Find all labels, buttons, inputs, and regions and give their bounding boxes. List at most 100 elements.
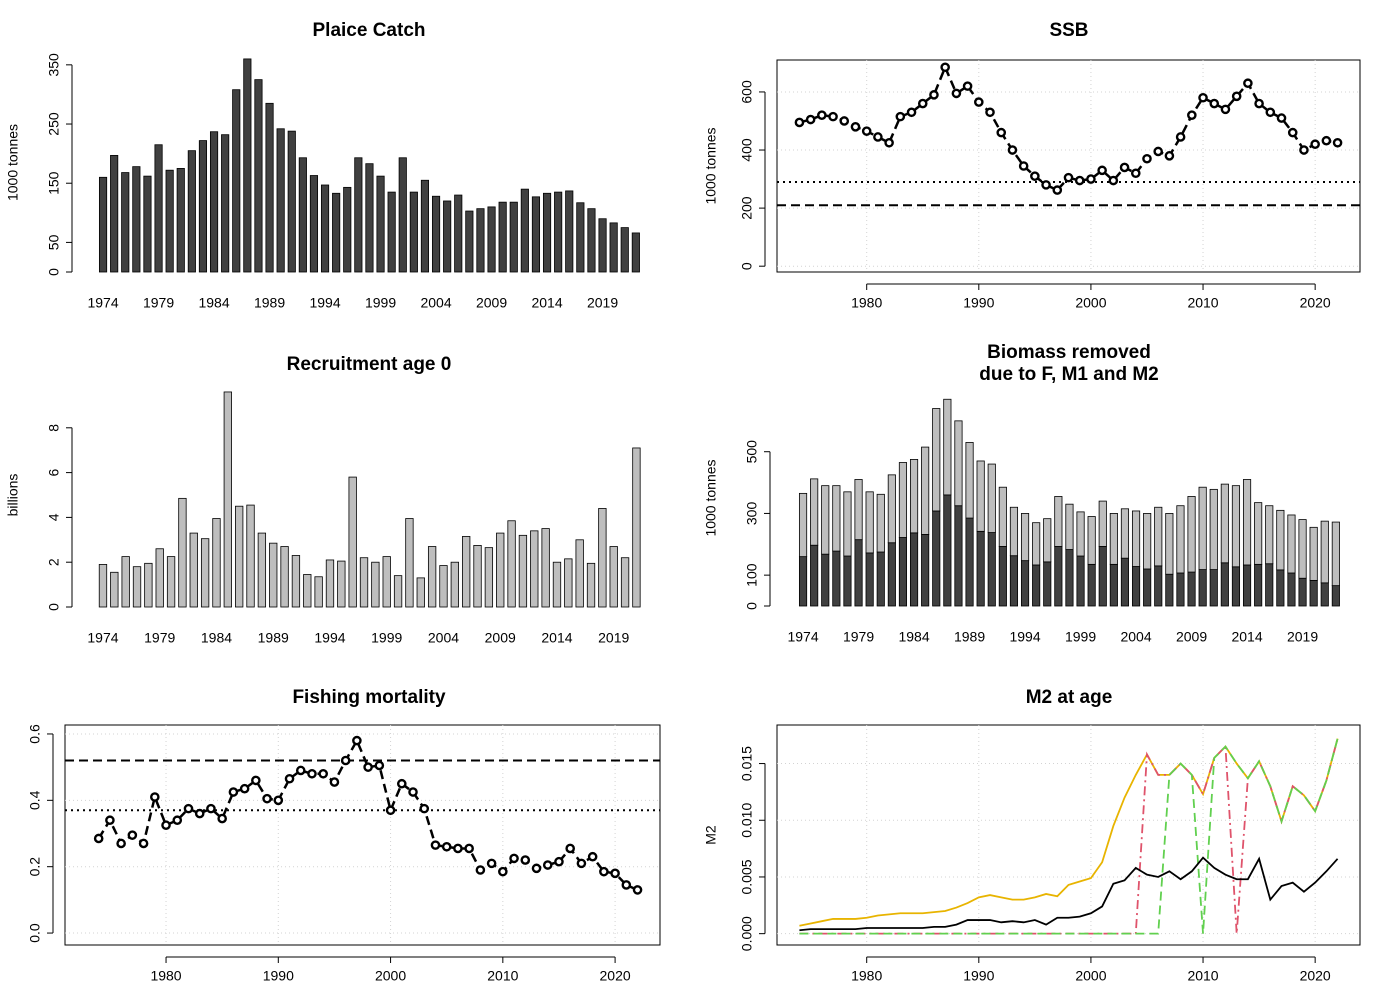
- data-point: [340, 755, 351, 766]
- bar: [1098, 546, 1107, 607]
- data-point: [929, 90, 939, 100]
- bar: [431, 195, 441, 273]
- bar: [1231, 566, 1241, 607]
- bar: [187, 150, 196, 273]
- bar: [1265, 563, 1274, 607]
- bar: [359, 557, 369, 608]
- bar: [1165, 573, 1174, 607]
- data-point: [396, 778, 407, 789]
- bar: [1220, 562, 1229, 607]
- bar: [1043, 518, 1052, 563]
- bar: [898, 462, 908, 538]
- bar: [854, 479, 863, 541]
- data-point: [194, 808, 205, 819]
- x-tick-label: 1980: [851, 295, 882, 311]
- bar: [1176, 505, 1185, 574]
- bar: [365, 163, 374, 273]
- bar: [1154, 565, 1163, 607]
- bar: [354, 157, 363, 273]
- bar: [554, 191, 563, 273]
- bar: [1209, 488, 1218, 570]
- data-point: [127, 830, 138, 840]
- x-tick-label: 1974: [87, 295, 118, 311]
- bar: [332, 192, 341, 273]
- bar: [821, 553, 830, 607]
- data-point: [1310, 139, 1320, 150]
- bar: [1120, 557, 1130, 607]
- bar: [462, 536, 471, 608]
- data-point: [475, 865, 486, 875]
- plot-box: [776, 724, 1361, 946]
- data-point: [1243, 78, 1253, 89]
- bar: [509, 201, 518, 273]
- bar: [1065, 503, 1074, 550]
- bar: [810, 544, 819, 607]
- y-tick-label: 600: [739, 80, 755, 104]
- data-point: [1041, 180, 1051, 190]
- bar: [409, 191, 418, 273]
- bar: [223, 391, 232, 608]
- data-point: [419, 803, 430, 814]
- bar: [1331, 521, 1340, 587]
- data-point: [206, 803, 216, 814]
- bar: [843, 555, 852, 607]
- x-tick-label: 1980: [851, 968, 882, 984]
- x-tick-label: 2014: [531, 295, 562, 311]
- bar: [507, 520, 516, 608]
- bar: [954, 505, 963, 607]
- data-point: [962, 81, 973, 91]
- x-tick-label: 2019: [587, 295, 618, 311]
- bar: [1298, 519, 1307, 579]
- data-point: [985, 107, 995, 118]
- data-point: [318, 768, 329, 779]
- bar: [98, 564, 108, 608]
- bar: [620, 227, 629, 273]
- data-point: [1097, 165, 1107, 176]
- bar: [1187, 496, 1196, 573]
- bar: [954, 420, 963, 507]
- data-point: [1299, 145, 1309, 155]
- bar: [965, 442, 974, 519]
- y-tick-label: 0: [46, 603, 62, 611]
- bar: [1265, 505, 1274, 565]
- data-point: [1074, 175, 1085, 186]
- bar: [531, 196, 541, 273]
- bar: [166, 556, 176, 608]
- bar: [1287, 572, 1296, 607]
- bar: [1242, 564, 1252, 607]
- bar: [541, 528, 550, 608]
- bar: [609, 546, 618, 608]
- bar: [154, 144, 163, 273]
- bar: [1043, 561, 1052, 607]
- data-point: [1052, 185, 1063, 195]
- x-tick-label: 1999: [1065, 629, 1096, 645]
- data-point: [1187, 110, 1197, 120]
- data-point: [363, 762, 373, 772]
- data-point: [565, 843, 575, 854]
- bar: [898, 537, 908, 607]
- bar: [1098, 500, 1107, 547]
- bar: [798, 556, 808, 607]
- series-line: [799, 738, 1339, 935]
- x-tick-label: 1984: [898, 629, 929, 645]
- bar: [269, 542, 278, 608]
- bar: [1020, 513, 1030, 562]
- x-tick-label: 1984: [198, 295, 229, 311]
- x-tick-label: 2009: [476, 295, 507, 311]
- bar: [909, 459, 919, 534]
- data-point: [183, 803, 194, 814]
- bar: [1309, 526, 1318, 581]
- bar: [487, 206, 496, 273]
- bar: [998, 546, 1007, 607]
- data-point: [1231, 91, 1242, 102]
- data-point: [828, 111, 838, 122]
- bar: [291, 555, 301, 608]
- bar: [832, 550, 841, 607]
- y-tick-label: 4: [46, 513, 62, 521]
- bar: [427, 546, 437, 608]
- bar: [998, 486, 1007, 547]
- bar: [132, 566, 142, 608]
- bar: [576, 202, 585, 273]
- bar: [200, 538, 210, 608]
- bar: [932, 408, 941, 512]
